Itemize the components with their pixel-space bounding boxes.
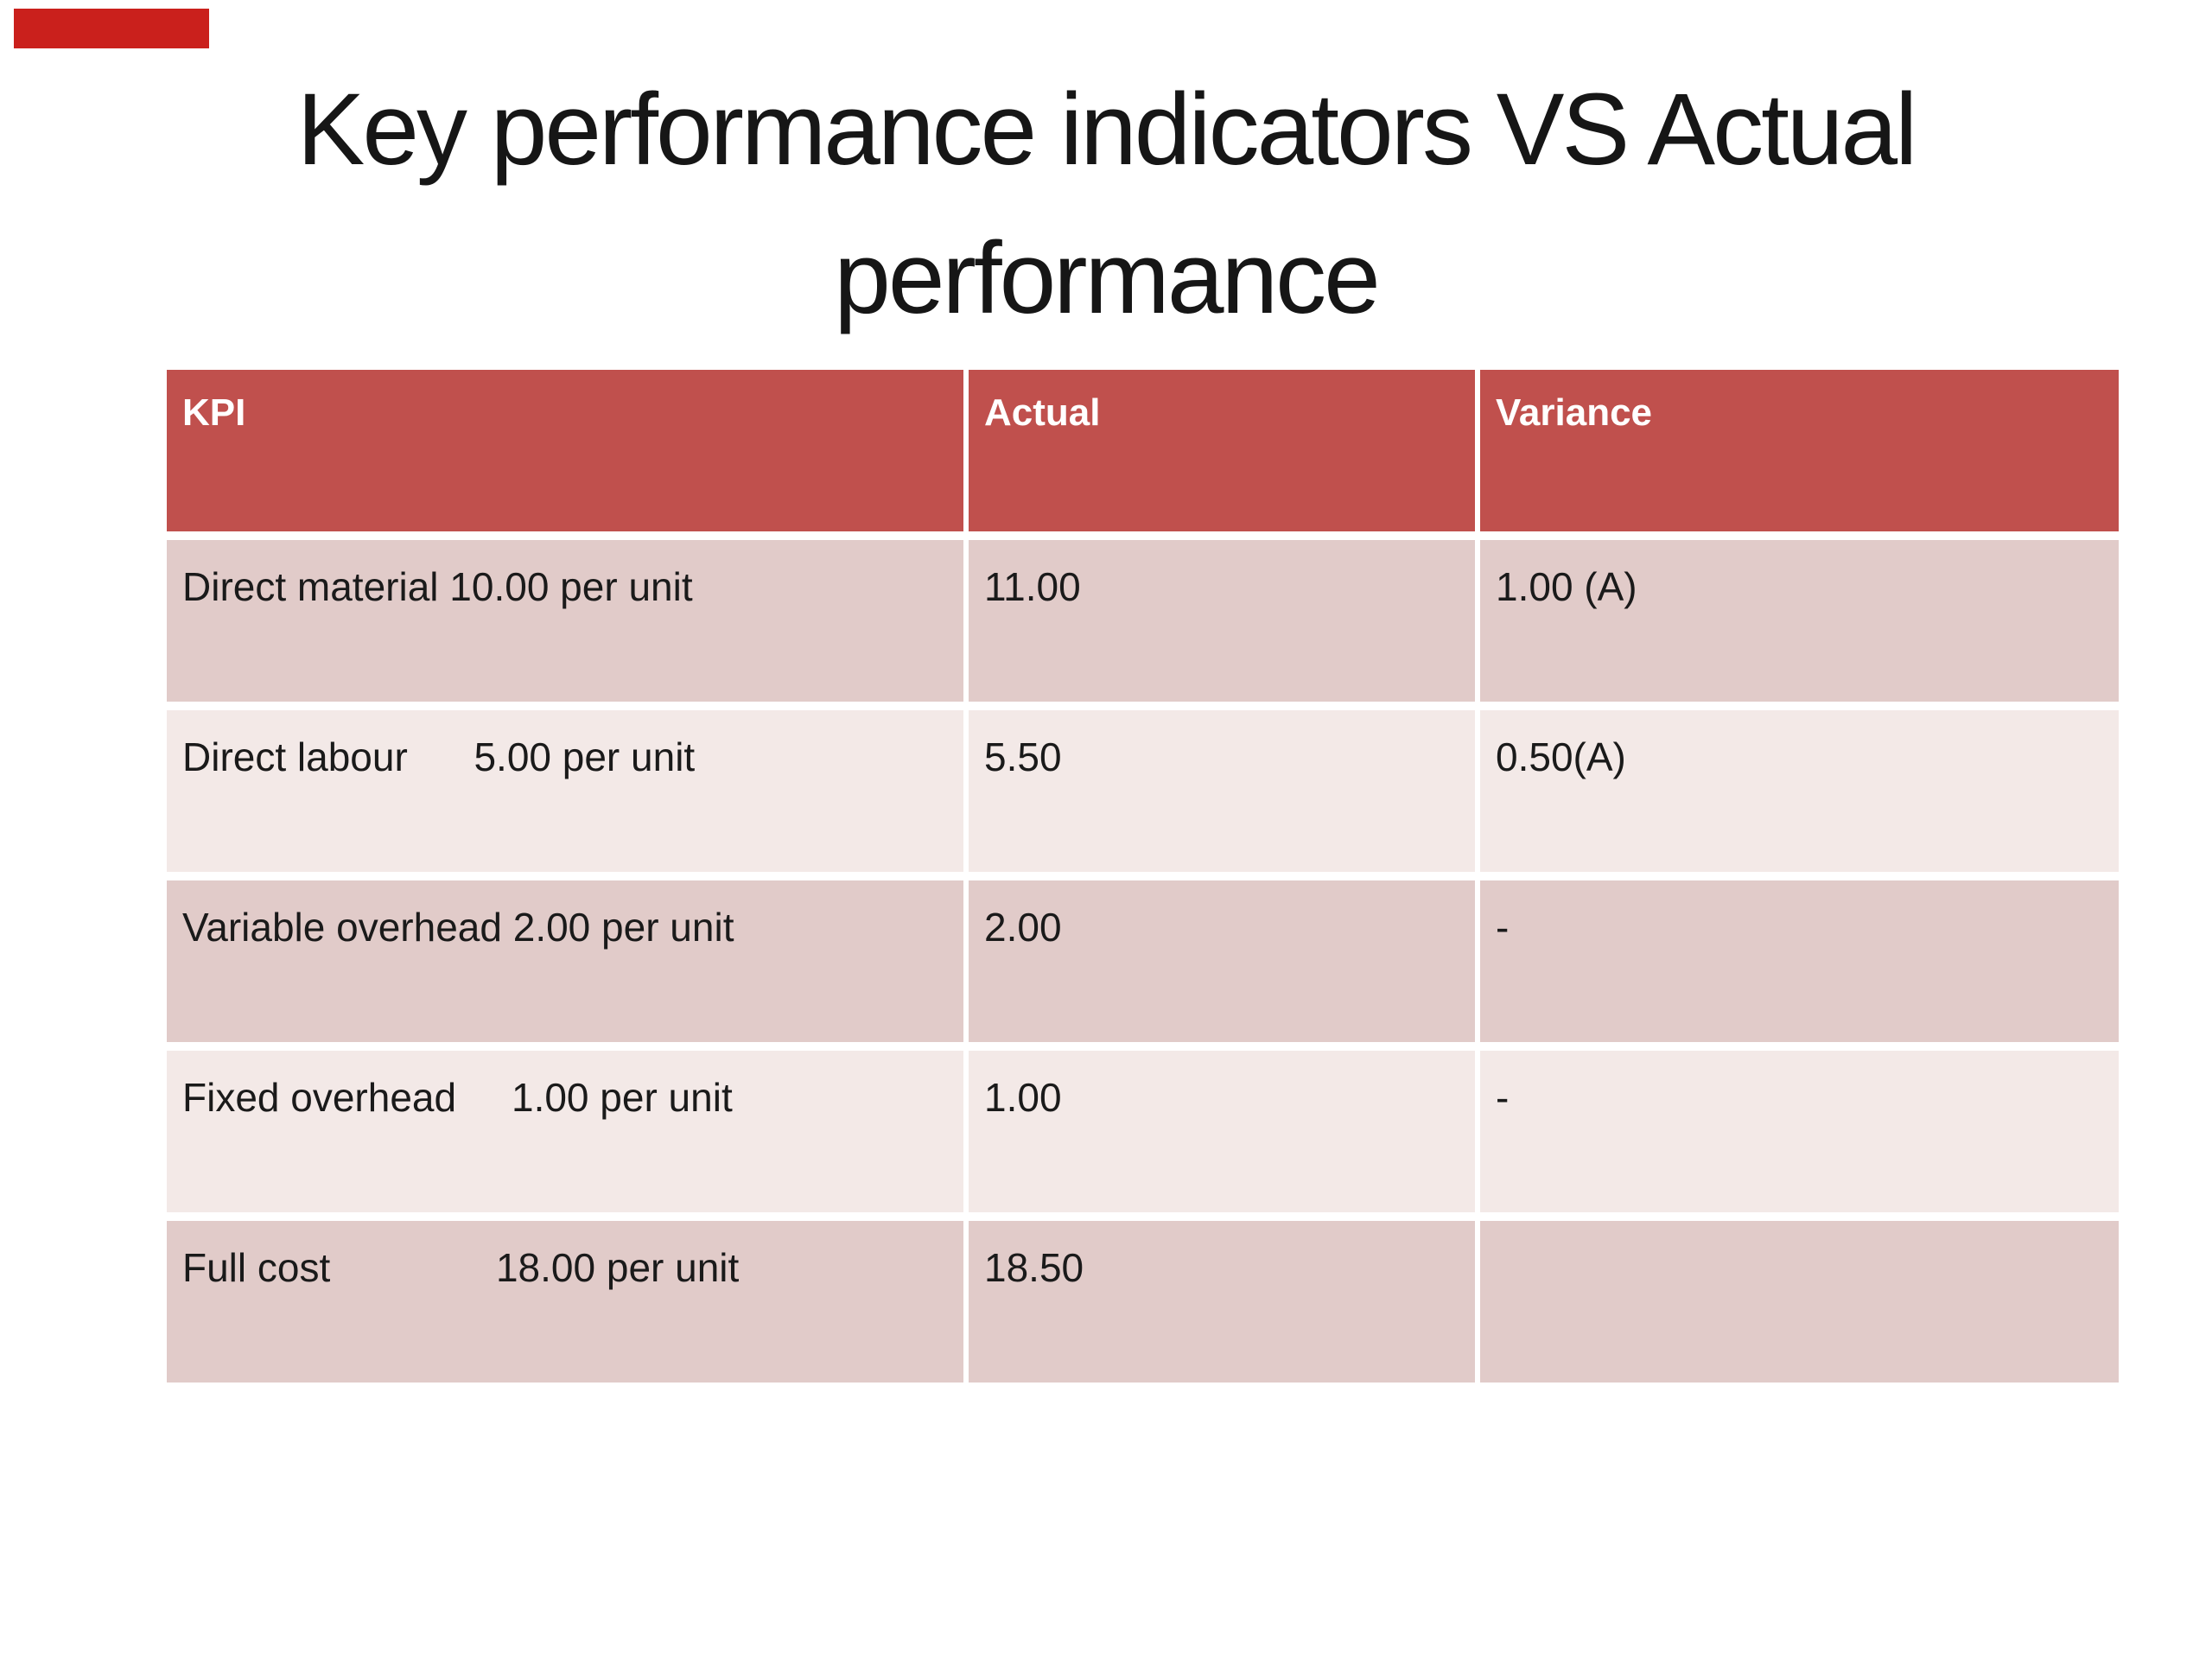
table-cell-actual: 11.00 (969, 540, 1475, 702)
slide-title-line2: performance (834, 221, 1380, 335)
table-cell-kpi: Full cost 18.00 per unit (167, 1221, 963, 1382)
table-cell-kpi: Direct material 10.00 per unit (167, 540, 963, 702)
table-cell-variance: - (1480, 880, 2119, 1042)
column-header-actual: Actual (969, 370, 1475, 531)
table-cell-variance: 0.50(A) (1480, 710, 2119, 872)
column-header-variance: Variance (1480, 370, 2119, 531)
slide-title-line1: Key performance indicators VS Actual (296, 73, 1918, 187)
table-cell-variance (1480, 1221, 2119, 1382)
slide-title: Key performance indicators VS Actual per… (0, 55, 2212, 353)
video-progress-bar (14, 9, 209, 48)
table-cell-variance: 1.00 (A) (1480, 540, 2119, 702)
table-cell-actual: 5.50 (969, 710, 1475, 872)
table-cell-kpi: Variable overhead 2.00 per unit (167, 880, 963, 1042)
table-cell-actual: 1.00 (969, 1051, 1475, 1212)
table-cell-actual: 18.50 (969, 1221, 1475, 1382)
table-cell-kpi: Direct labour 5.00 per unit (167, 710, 963, 872)
kpi-table: KPI Actual Variance Direct material 10.0… (167, 370, 2119, 1382)
column-header-kpi: KPI (167, 370, 963, 531)
table-cell-actual: 2.00 (969, 880, 1475, 1042)
table-cell-kpi: Fixed overhead 1.00 per unit (167, 1051, 963, 1212)
table-cell-variance: - (1480, 1051, 2119, 1212)
